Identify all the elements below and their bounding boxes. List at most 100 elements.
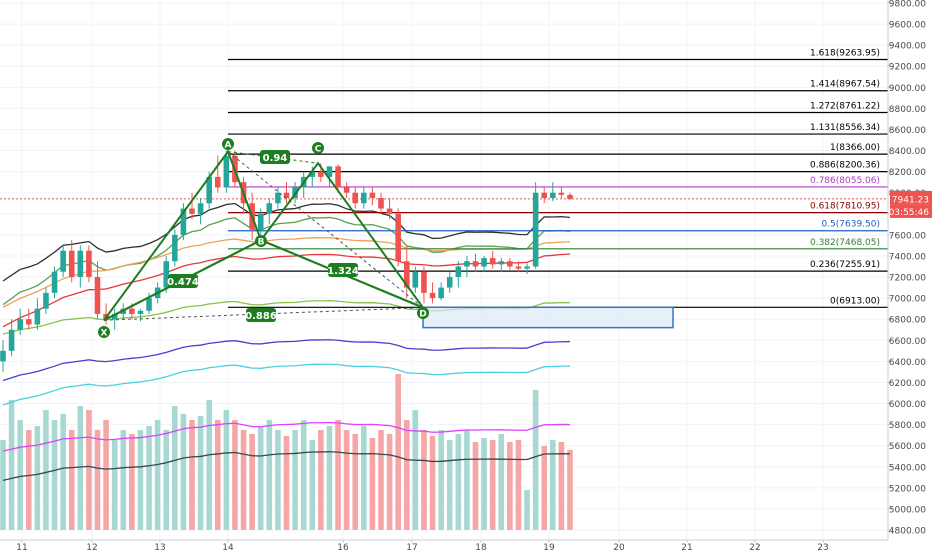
volume-bar (8, 400, 15, 530)
volume-bar (343, 430, 350, 530)
price-axis-label: 9600.00 (889, 21, 926, 31)
moving-average-line (2, 451, 571, 482)
pattern-ratio-badge (246, 308, 276, 322)
volume-bar (249, 434, 255, 530)
volume-bar (137, 430, 144, 530)
volume-bar (532, 390, 539, 530)
volume-bar (412, 410, 419, 530)
candle-body (489, 258, 496, 265)
candle-body (223, 155, 230, 188)
volume-bar (318, 430, 324, 530)
time-axis-label: 20 (613, 543, 625, 550)
candle-body (197, 203, 204, 214)
volume-bar (361, 426, 367, 530)
volume-bar (206, 400, 212, 530)
volume-bar (403, 420, 410, 530)
candle-body (403, 261, 410, 288)
candle-body (34, 308, 41, 325)
fib-level-label: 1.618(9263.95) (810, 48, 880, 58)
volume-bar (489, 440, 496, 530)
volume-bar (481, 438, 487, 530)
pattern-point-c: C (312, 142, 324, 155)
price-axis-label: 6400.00 (889, 358, 926, 368)
volume-bar (378, 430, 384, 530)
candle-body (25, 319, 32, 325)
candle-body (111, 313, 118, 320)
candle-body (206, 176, 212, 204)
volume-bar (498, 434, 505, 530)
volume-bar (17, 420, 23, 530)
moving-average-line (2, 339, 571, 382)
candle-body (550, 192, 556, 198)
volume-bar (326, 426, 333, 530)
price-axis-label: 6000.00 (889, 400, 926, 410)
candle-body (378, 197, 384, 209)
candle-body (275, 192, 281, 204)
volume-bar (567, 450, 573, 530)
candle-body (429, 292, 436, 299)
candle-body (438, 287, 444, 299)
candle-body (352, 192, 359, 204)
volume-bar (111, 440, 118, 530)
candle-body (257, 213, 264, 230)
volume-bar (240, 430, 247, 530)
pattern-point-a: A (222, 138, 234, 151)
volume-bar (43, 410, 49, 530)
candle-body (266, 203, 273, 214)
volume-bar (429, 436, 436, 530)
volume-bar (34, 426, 41, 530)
volume-bar (352, 434, 359, 530)
volume-bar (438, 430, 444, 530)
price-axis-label: 6200.00 (889, 379, 926, 389)
volume-bar (283, 436, 290, 530)
volume-bar (163, 430, 170, 530)
pattern-ratio: 0.94 (260, 150, 290, 164)
price-axis-label: 5200.00 (889, 484, 926, 494)
candle-body (386, 208, 393, 214)
pattern-ratio-badge (328, 263, 358, 277)
pattern-ratio-badge (260, 150, 290, 164)
moving-average-line (2, 202, 571, 282)
candlestick-layer (0, 150, 573, 372)
candle-body (68, 250, 75, 278)
current-price-badge (890, 190, 932, 205)
candle-body (567, 194, 573, 199)
price-axis-label: 8400.00 (889, 147, 926, 157)
candle-body (17, 319, 23, 330)
volume-bar (541, 446, 548, 530)
candle-body (189, 208, 195, 214)
price-axis-label: 5400.00 (889, 463, 926, 473)
pattern-ratio-badge (168, 274, 198, 288)
time-axis-label: 19 (543, 543, 555, 550)
volume-bar (214, 420, 221, 530)
candle-body (77, 250, 84, 278)
candle-body (0, 350, 6, 362)
volume-layer (0, 374, 573, 530)
price-axis-label: 5800.00 (889, 421, 926, 431)
pattern-point-marker (417, 307, 429, 319)
volume-bar (292, 430, 298, 530)
volume-bar (180, 414, 187, 530)
volume-bar (77, 406, 84, 530)
price-axis-label: 6800.00 (889, 316, 926, 326)
fib-level-label: 1.131(8556.34) (810, 123, 880, 133)
time-axis-label: 18 (475, 543, 487, 550)
candle-body (86, 250, 92, 278)
candle-body (481, 258, 487, 267)
price-axis-label: 7000.00 (889, 295, 926, 305)
volume-bar (421, 430, 427, 530)
volume-bar (120, 430, 127, 530)
pattern-xd-dashed (103, 307, 424, 321)
candle-body (129, 308, 135, 314)
price-axis-label: 5600.00 (889, 442, 926, 452)
price-axis-label: 8600.00 (889, 126, 926, 136)
volume-bar (550, 440, 556, 530)
candle-body (515, 266, 522, 269)
candle-body (51, 271, 58, 293)
volume-bar (232, 420, 238, 530)
volume-bar (94, 430, 101, 530)
pattern-ratio: 0.474 (167, 274, 199, 288)
pattern-point-label: D (419, 310, 426, 320)
